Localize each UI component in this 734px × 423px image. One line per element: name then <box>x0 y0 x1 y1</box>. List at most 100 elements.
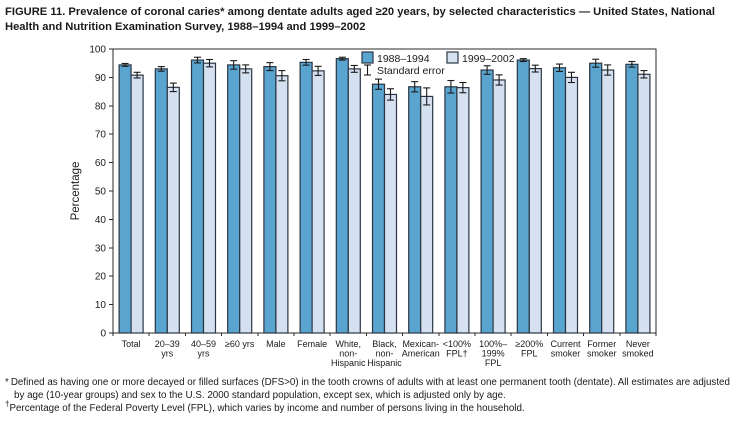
x-axis-label-line: Black, <box>372 339 397 349</box>
bar-series0-cat10 <box>480 69 494 334</box>
legend-swatch-0 <box>361 51 374 64</box>
bar-series1-cat4 <box>275 75 289 334</box>
bar-series1-cat9 <box>456 87 470 334</box>
x-axis-label-line: smoked <box>622 349 654 359</box>
y-axis-tick-label: 10 <box>95 300 107 311</box>
bar-series0-cat14 <box>625 63 639 334</box>
x-axis-label-cat11: ≥200%FPL <box>515 339 543 359</box>
x-axis-label-line: ≥200% <box>515 339 543 349</box>
x-axis-label-line: Never <box>626 339 650 349</box>
bar-series1-cat14 <box>637 73 651 334</box>
x-axis-label-line: Hispanic <box>367 358 402 368</box>
footnote-text: Percentage of the Federal Poverty Level … <box>9 402 525 414</box>
x-axis-label-line: White, <box>336 339 362 349</box>
y-axis-tick-label: 60 <box>95 158 107 169</box>
x-axis-label-line: FPL <box>485 358 502 368</box>
footnote-marker-asterisk: * <box>5 377 9 388</box>
x-axis-label-line: Current <box>550 339 581 349</box>
x-axis-label-cat10: 100%–199%FPL <box>479 339 507 368</box>
bar-series1-cat3 <box>239 68 253 334</box>
bar-series0-cat1 <box>154 68 168 334</box>
x-axis-label-line: 40–59 <box>191 339 216 349</box>
y-axis-tick-label: 80 <box>95 101 107 112</box>
bar-series1-cat6 <box>347 68 361 334</box>
legend-swatch-1 <box>446 51 459 64</box>
y-axis-title: Percentage <box>70 162 82 221</box>
x-axis-label-line: 199% <box>482 349 505 359</box>
x-axis-label-cat6: White,non-Hispanic <box>331 339 366 368</box>
x-axis-label-line: Hispanic <box>331 358 366 368</box>
error-bar-icon <box>364 64 371 76</box>
x-axis-label-line: American <box>402 349 440 359</box>
x-axis-label-line: smoker <box>587 349 617 359</box>
figure-title: FIGURE 11. Prevalence of coronal caries*… <box>5 6 715 33</box>
x-axis-label-cat9: <100%FPL† <box>443 339 471 359</box>
bar-series1-cat11 <box>528 67 542 334</box>
bar-series0-cat12 <box>552 67 567 334</box>
footnote-caries-definition: * Defined as having one or more decayed o… <box>5 377 731 403</box>
x-axis-label-line: smoker <box>551 349 581 359</box>
bar-series1-cat5 <box>311 70 325 334</box>
x-axis-label-cat4: Male <box>266 339 286 349</box>
bar-series1-cat12 <box>564 76 579 334</box>
x-axis-label-line: FPL <box>521 349 538 359</box>
bar-series0-cat3 <box>227 64 241 334</box>
x-axis-label-line: non- <box>375 349 393 359</box>
x-axis-label-cat3: ≥60 yrs <box>225 339 255 349</box>
bar-series1-cat10 <box>492 79 506 334</box>
bar-series1-cat7 <box>383 93 398 334</box>
x-axis-label-line: yrs <box>198 349 210 359</box>
footnote-marker-dagger: † <box>5 399 10 409</box>
bar-series0-cat6 <box>335 58 349 334</box>
y-axis-tick-label: 50 <box>95 187 107 198</box>
x-axis-label-cat8: Mexican-American <box>402 339 440 359</box>
footnotes: * Defined as having one or more decayed o… <box>5 377 731 416</box>
bar-series0-cat2 <box>190 59 205 334</box>
bar-series0-cat5 <box>299 61 313 334</box>
bar-series1-cat13 <box>601 69 615 334</box>
bar-series1-cat8 <box>420 95 434 334</box>
y-axis-tick-label: 20 <box>95 272 107 283</box>
x-axis-label-line: Mexican- <box>402 339 439 349</box>
x-axis-label-cat5: Female <box>297 339 327 349</box>
x-axis-label-line: Former <box>587 339 616 349</box>
y-axis-tick-label: 100 <box>89 45 106 56</box>
footnote-text: Defined as having one or more decayed or… <box>10 377 730 401</box>
x-axis-label-line: Male <box>266 339 286 349</box>
x-axis-label-cat7: Black,non-Hispanic <box>367 339 402 368</box>
bar-series0-cat9 <box>444 86 458 334</box>
legend-label-1: 1999–2002 <box>462 53 515 65</box>
x-axis-label-line: 100%– <box>479 339 507 349</box>
legend: 1988–1994 1999–2002 Standard error <box>361 51 515 77</box>
bar-series0-cat8 <box>408 86 422 334</box>
y-axis-tick-label: 30 <box>95 243 107 254</box>
y-axis-tick-label: 0 <box>100 329 106 340</box>
x-axis-label-line: <100% <box>443 339 471 349</box>
bar-series0-cat13 <box>589 62 603 334</box>
bar-series0-cat0 <box>118 64 132 334</box>
bar-series1-cat1 <box>166 86 180 334</box>
legend-standard-error-label: Standard error <box>377 65 445 77</box>
x-axis-label-line: Female <box>297 339 327 349</box>
bar-series0-cat7 <box>371 83 386 334</box>
bar-series1-cat0 <box>130 74 144 334</box>
legend-label-0: 1988–1994 <box>377 53 430 65</box>
bar-series0-cat4 <box>263 66 277 334</box>
x-axis-label-line: yrs <box>161 349 173 359</box>
bar-series0-cat11 <box>516 59 530 334</box>
y-axis-tick-label: 70 <box>95 130 107 141</box>
x-axis-label-line: FPL† <box>446 349 468 359</box>
footnote-fpl-definition: †Percentage of the Federal Poverty Level… <box>5 399 731 416</box>
x-axis-label-cat0: Total <box>122 339 141 349</box>
x-axis-label-line: 20–39 <box>155 339 180 349</box>
x-axis-label-line: ≥60 yrs <box>225 339 255 349</box>
y-axis-tick-label: 40 <box>95 215 107 226</box>
x-axis-label-line: non- <box>339 349 357 359</box>
